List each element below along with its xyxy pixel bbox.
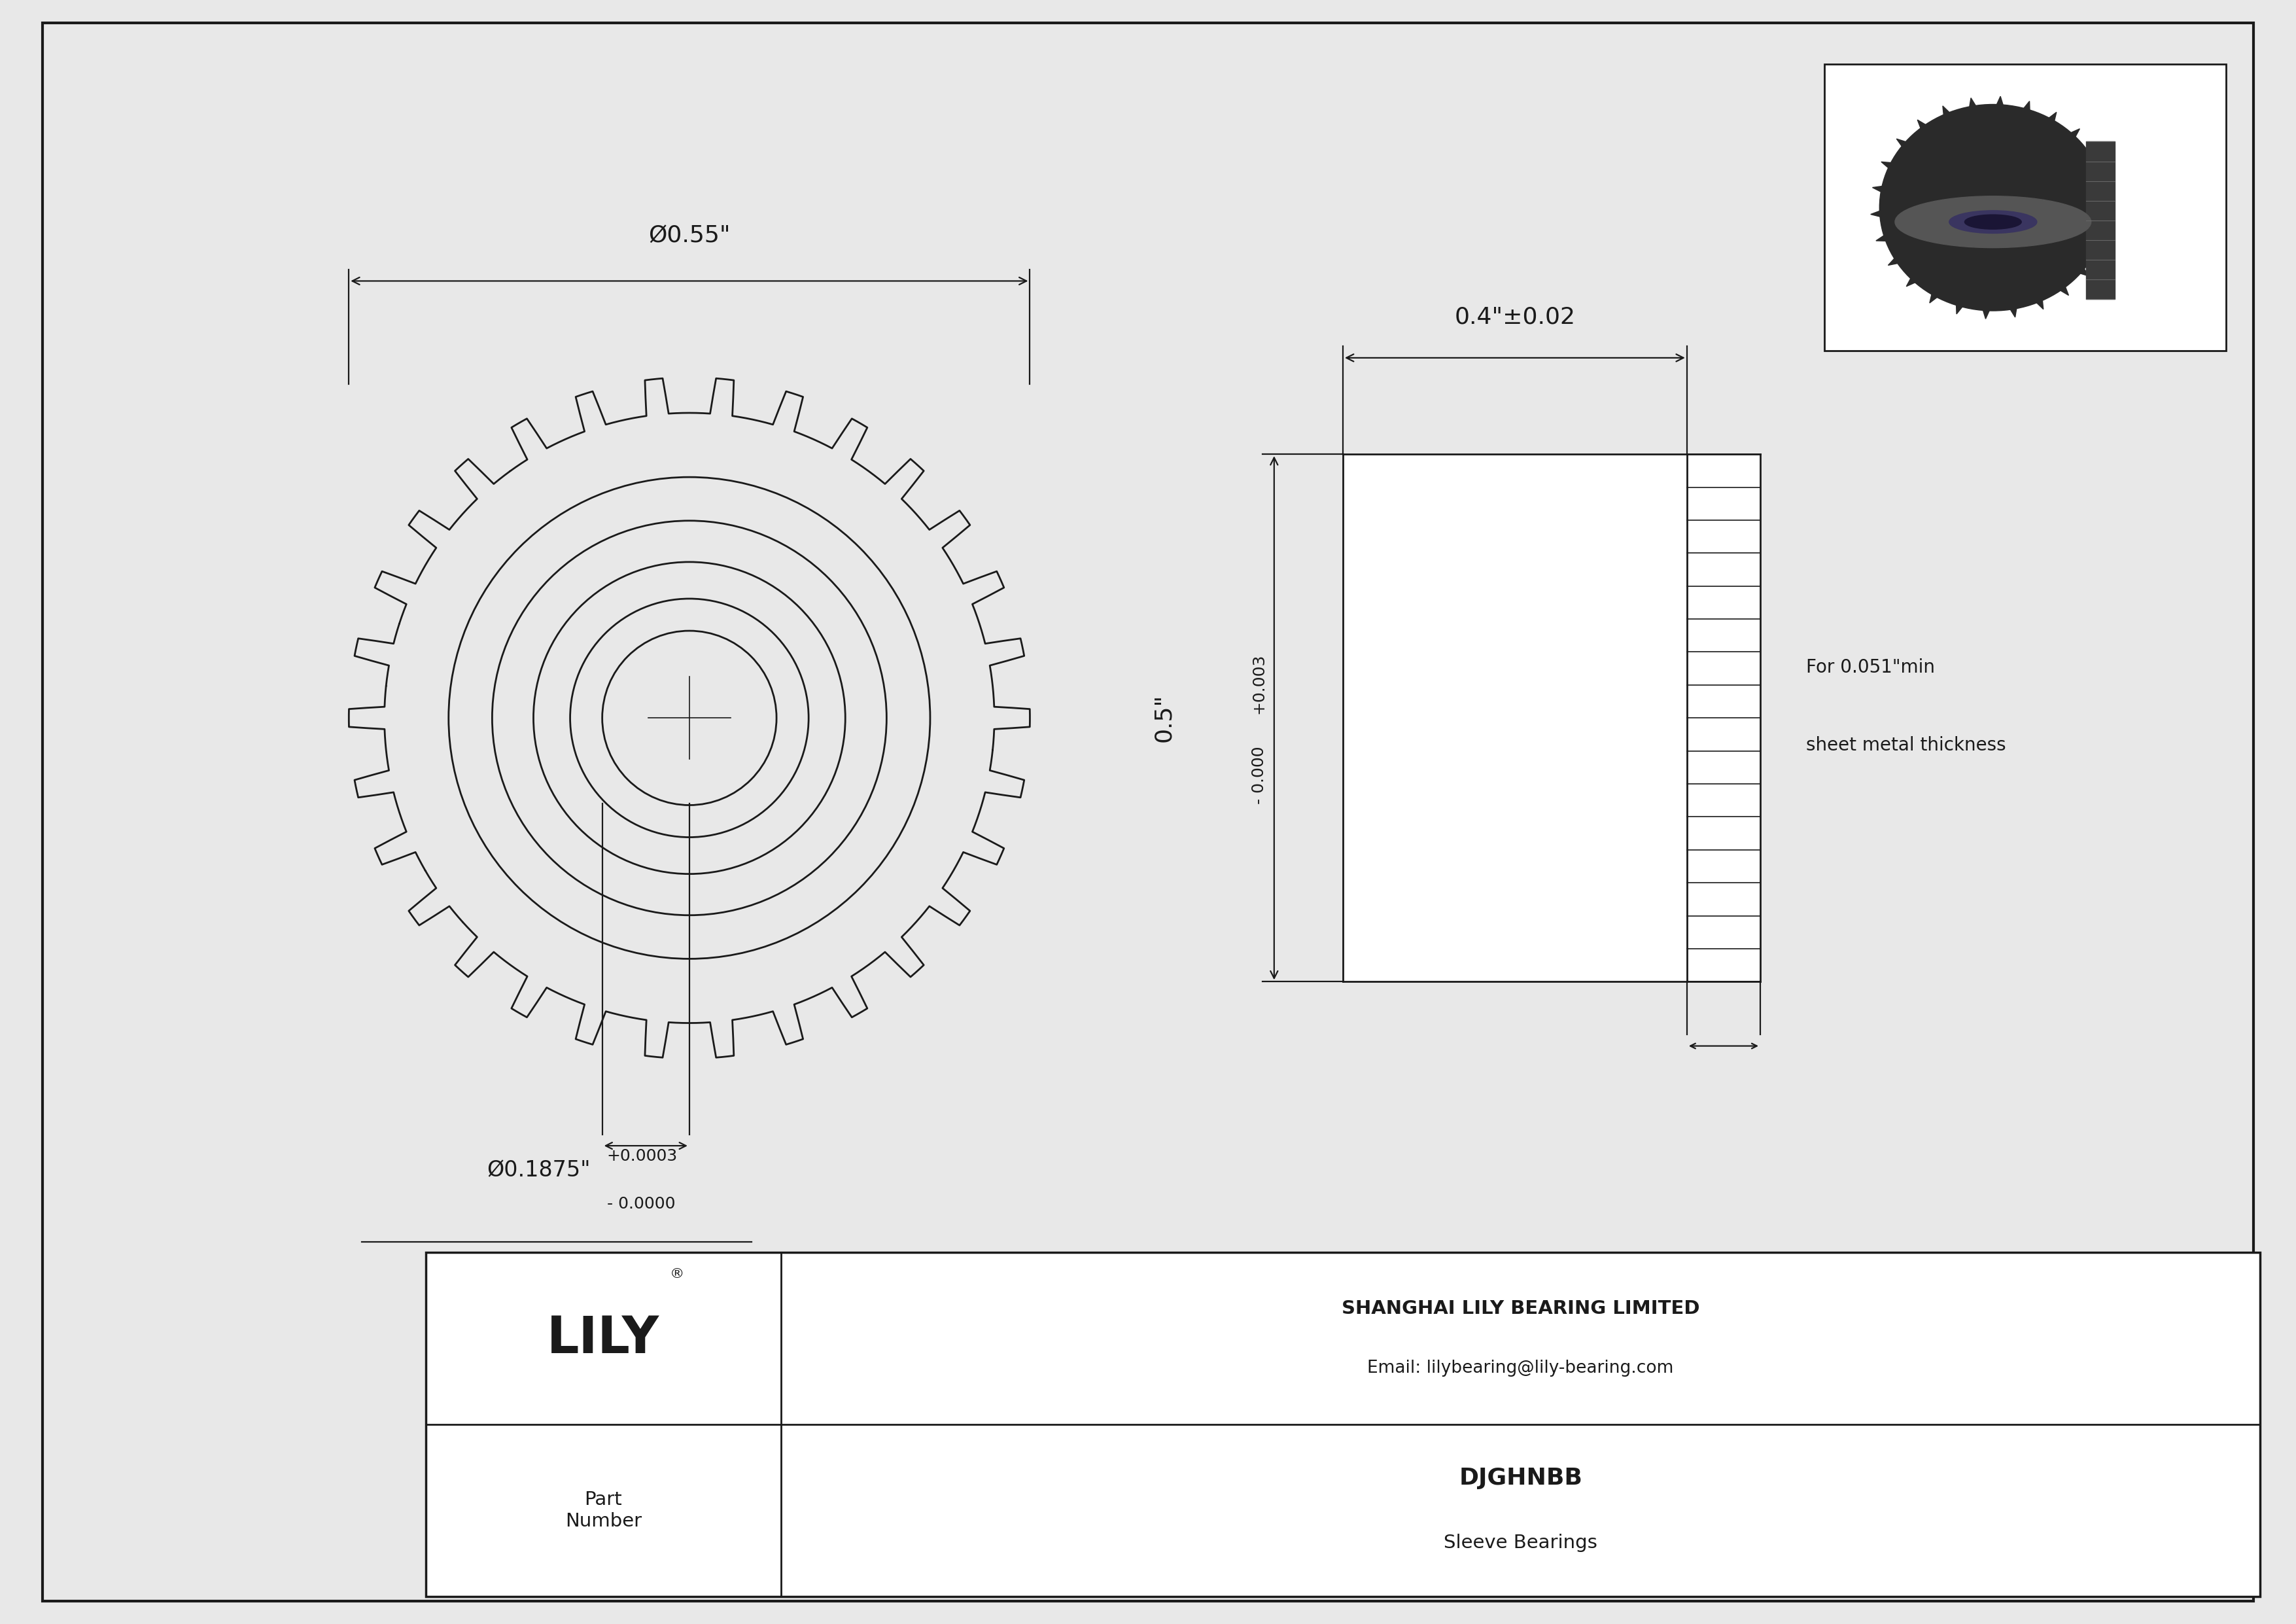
Text: Part
Number: Part Number [565,1491,641,1530]
Polygon shape [1880,162,1901,174]
Polygon shape [2062,128,2080,145]
Polygon shape [1993,96,2007,114]
Polygon shape [2094,219,2115,231]
Bar [1343,455,1688,983]
Bar [2085,141,2115,299]
Text: - 0.000: - 0.000 [1251,747,1267,804]
Ellipse shape [1880,104,2105,310]
Text: +0.003: +0.003 [1251,653,1267,715]
Polygon shape [1929,286,1945,304]
Polygon shape [1871,208,1890,219]
Text: +0.0003: +0.0003 [606,1148,677,1164]
Bar [1688,455,1761,983]
Text: 0.4"±0.02: 0.4"±0.02 [1453,305,1575,328]
Polygon shape [1887,252,1908,265]
Polygon shape [1956,296,1968,313]
Polygon shape [2053,279,2069,296]
Polygon shape [1917,120,1933,136]
Polygon shape [2018,101,2030,119]
Polygon shape [2096,197,2115,208]
Ellipse shape [1949,211,2037,234]
Polygon shape [2092,174,2110,185]
Text: For 0.051"min: For 0.051"min [1807,658,1936,677]
Bar [1825,65,2225,351]
Polygon shape [2041,112,2057,130]
Text: Email: lilybearing@lily-bearing.com: Email: lilybearing@lily-bearing.com [1368,1359,1674,1377]
Polygon shape [2078,149,2099,164]
Polygon shape [2030,292,2043,309]
Polygon shape [1942,106,1956,123]
Text: Ø0.55": Ø0.55" [647,224,730,247]
Text: DJGHNBB: DJGHNBB [1458,1466,1582,1489]
Polygon shape [1876,231,1896,242]
Ellipse shape [1894,197,2092,248]
Text: sheet metal thickness: sheet metal thickness [1807,736,2007,755]
Text: 0.5": 0.5" [1153,693,1176,742]
Polygon shape [1981,302,1993,318]
Text: ®: ® [670,1268,684,1281]
Polygon shape [1896,138,1915,154]
Polygon shape [1874,185,1892,197]
Polygon shape [2085,242,2105,253]
Text: Ø0.1875": Ø0.1875" [487,1160,590,1181]
Text: SHANGHAI LILY BEARING LIMITED: SHANGHAI LILY BEARING LIMITED [1341,1299,1699,1317]
Text: - 0.0000: - 0.0000 [606,1197,675,1212]
Text: LILY: LILY [546,1314,659,1363]
Polygon shape [2007,300,2018,317]
Bar [425,1252,2259,1596]
Polygon shape [1906,271,1924,286]
Text: Sleeve Bearings: Sleeve Bearings [1444,1533,1598,1551]
Polygon shape [2071,261,2089,276]
Ellipse shape [1965,214,2020,229]
Polygon shape [1968,97,1981,115]
